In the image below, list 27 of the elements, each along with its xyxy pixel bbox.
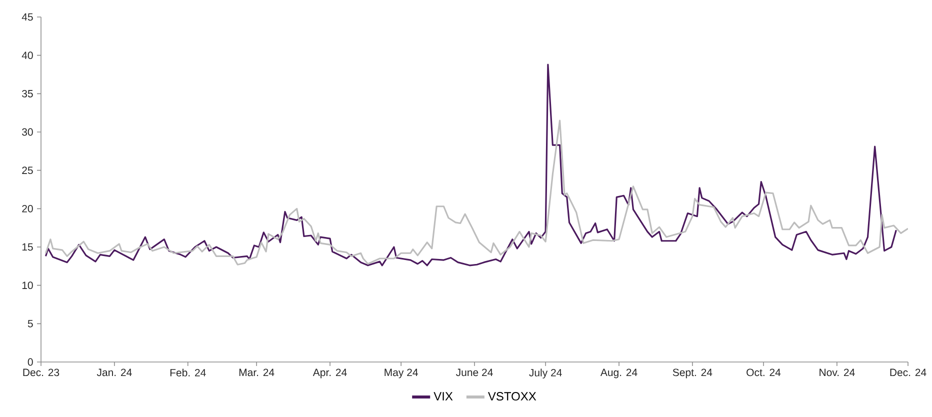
x-tick-label: July 24 — [529, 368, 562, 378]
x-tick-label: May 24 — [384, 368, 418, 378]
y-tick-label: 20 — [22, 204, 33, 212]
y-tick-label: 25 — [22, 166, 33, 174]
legend-label: VIX — [434, 392, 453, 400]
legend-label: VSTOXX — [488, 392, 536, 401]
line-series — [44, 120, 908, 266]
y-tick-label: 40 — [22, 52, 33, 60]
y-tick-label: 45 — [22, 13, 33, 21]
line-series — [44, 64, 897, 266]
x-tick-label: June 24 — [456, 368, 493, 376]
x-tick-label: Dec. 23 — [23, 368, 60, 376]
x-tick-label: Aug. 24 — [600, 368, 638, 378]
y-tick-label: 0 — [28, 358, 33, 366]
x-tick-label: Mar. 24 — [239, 368, 274, 376]
y-tick-label: 30 — [22, 128, 33, 136]
x-tick-label: Feb. 24 — [170, 368, 206, 376]
x-tick-label: Sept. 24 — [672, 368, 712, 378]
y-tick-label: 5 — [28, 320, 33, 328]
y-tick-label: 35 — [22, 90, 33, 98]
x-tick-label: Oct. 24 — [746, 368, 781, 376]
y-tick-label: 15 — [22, 243, 33, 251]
x-tick-label: Dec. 24 — [890, 368, 926, 376]
x-tick-label: Jan. 24 — [96, 368, 132, 376]
y-tick-label: 10 — [22, 282, 33, 290]
x-tick-label: Nov. 24 — [820, 368, 855, 376]
x-tick-label: Apr. 24 — [312, 368, 347, 378]
